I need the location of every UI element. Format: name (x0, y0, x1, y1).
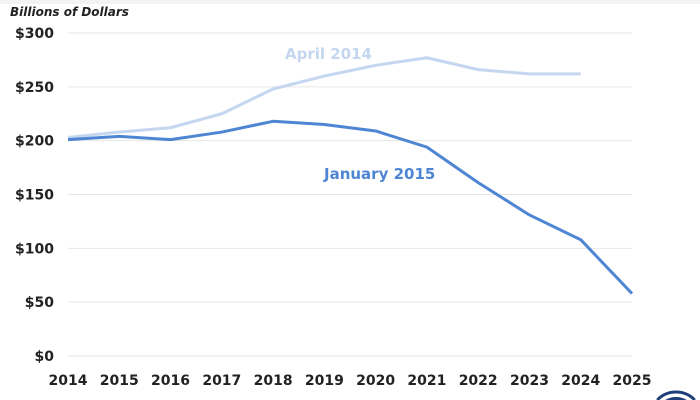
y-tick-label: $250 (15, 80, 54, 96)
x-tick-label: 2023 (510, 373, 549, 389)
series-line-january-2015 (67, 119, 634, 295)
top-bar (0, 0, 700, 4)
y-tick-label: $100 (15, 241, 54, 257)
series-label-january-2015: January 2015 (323, 165, 435, 183)
x-tick-label: 2019 (305, 373, 344, 389)
x-tick-label: 2020 (356, 373, 395, 389)
y-axis-label: Billions of Dollars (10, 5, 129, 19)
y-tick-label: $50 (25, 295, 54, 311)
x-tick-label: 2024 (561, 373, 600, 389)
x-tick-label: 2015 (100, 373, 139, 389)
y-tick-label: $200 (15, 134, 54, 150)
series-label-april-2014: April 2014 (285, 45, 372, 63)
x-tick-label: 2017 (202, 373, 241, 389)
series-line-april-2014 (67, 56, 581, 139)
y-tick-label: $0 (35, 349, 55, 365)
x-tick-label: 2025 (613, 373, 652, 389)
logo (656, 390, 696, 400)
x-tick-label: 2022 (459, 373, 498, 389)
y-tick-label: $150 (15, 188, 54, 204)
x-tick-label: 2018 (254, 373, 293, 389)
x-tick-label: 2016 (151, 373, 190, 389)
x-tick-label: 2014 (49, 373, 88, 389)
x-tick-label: 2021 (407, 373, 446, 389)
y-tick-label: $300 (15, 26, 54, 42)
